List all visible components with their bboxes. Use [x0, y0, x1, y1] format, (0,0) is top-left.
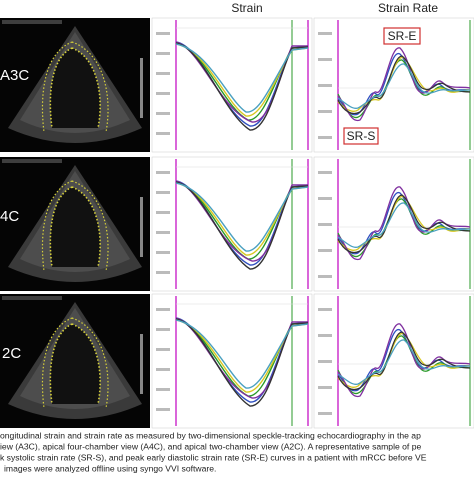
caption: ongitudinal strain and strain rate as me… — [0, 430, 427, 473]
strain-panel — [151, 156, 313, 292]
row-a3c: A3C SR-E SR-S — [0, 17, 474, 153]
column-header: Strain Rate — [378, 1, 438, 15]
annotation: SR-S — [347, 129, 376, 143]
caption-line: images were analyzed offline using syngo… — [4, 463, 216, 473]
annotation-box — [383, 27, 421, 45]
strain-panel — [151, 17, 313, 153]
caption-line: k systolic strain rate (SR-S), and peak … — [0, 452, 427, 462]
strain-panel — [151, 293, 313, 429]
strain-rate-panel — [313, 156, 474, 292]
annotation: SR-E — [388, 29, 417, 43]
echo-image — [0, 17, 151, 153]
echo-image — [0, 156, 151, 292]
row-a4c: 4C — [0, 156, 474, 292]
annotation-box — [343, 127, 379, 145]
view-label: A3C — [0, 67, 29, 84]
column-header: Strain — [231, 1, 262, 15]
view-label: 4C — [0, 208, 19, 225]
echo-image — [0, 293, 151, 429]
caption-line: ongitudinal strain and strain rate as me… — [0, 430, 421, 440]
view-label: 2C — [2, 345, 21, 362]
caption-line: iew (A3C), apical four-chamber view (A4C… — [0, 441, 421, 451]
strain-rate-panel — [313, 293, 474, 429]
row-a2c: 2C — [0, 293, 474, 429]
